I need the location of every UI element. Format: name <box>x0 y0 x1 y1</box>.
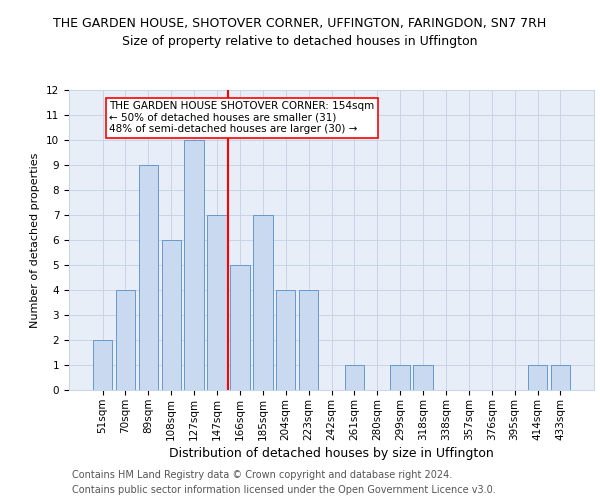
X-axis label: Distribution of detached houses by size in Uffington: Distribution of detached houses by size … <box>169 446 494 460</box>
Bar <box>344 365 364 390</box>
Bar <box>230 265 250 390</box>
Bar <box>116 290 135 390</box>
Bar <box>299 290 319 390</box>
Bar <box>551 365 570 390</box>
Text: THE GARDEN HOUSE, SHOTOVER CORNER, UFFINGTON, FARINGDON, SN7 7RH: THE GARDEN HOUSE, SHOTOVER CORNER, UFFIN… <box>53 18 547 30</box>
Bar <box>276 290 295 390</box>
Text: Size of property relative to detached houses in Uffington: Size of property relative to detached ho… <box>122 35 478 48</box>
Text: Contains HM Land Registry data © Crown copyright and database right 2024.: Contains HM Land Registry data © Crown c… <box>72 470 452 480</box>
Text: Contains public sector information licensed under the Open Government Licence v3: Contains public sector information licen… <box>72 485 496 495</box>
Text: THE GARDEN HOUSE SHOTOVER CORNER: 154sqm
← 50% of detached houses are smaller (3: THE GARDEN HOUSE SHOTOVER CORNER: 154sqm… <box>109 101 375 134</box>
Y-axis label: Number of detached properties: Number of detached properties <box>31 152 40 328</box>
Bar <box>528 365 547 390</box>
Bar <box>161 240 181 390</box>
Bar <box>253 215 272 390</box>
Bar <box>184 140 204 390</box>
Bar <box>413 365 433 390</box>
Bar <box>139 165 158 390</box>
Bar <box>93 340 112 390</box>
Bar <box>391 365 410 390</box>
Bar <box>208 215 227 390</box>
